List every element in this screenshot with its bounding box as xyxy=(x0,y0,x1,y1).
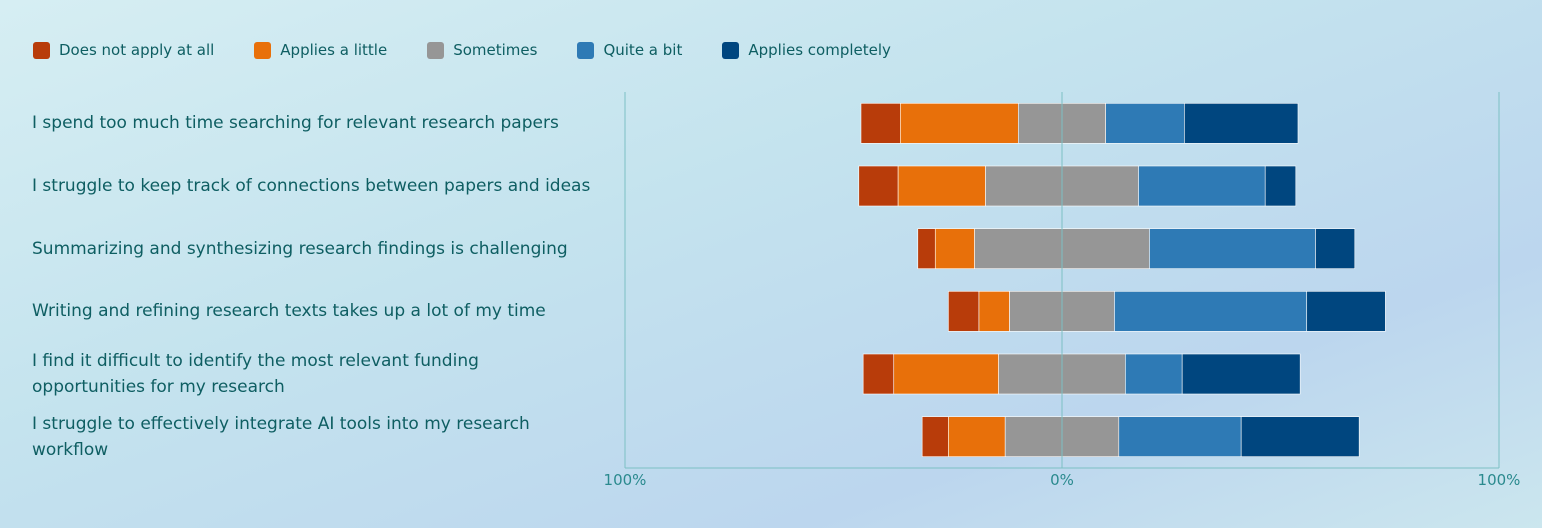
bar-segment xyxy=(1184,103,1299,144)
bar-segment xyxy=(948,291,980,332)
bar-segment xyxy=(1138,165,1266,207)
category-label: Writing and refining research texts take… xyxy=(32,301,546,322)
legend-swatch xyxy=(427,41,445,59)
category-label: I find it difficult to identify the most… xyxy=(32,351,479,397)
x-tick-label: 100% xyxy=(1478,471,1521,489)
bar-segment xyxy=(917,228,936,269)
x-tick-label: 100% xyxy=(604,471,647,489)
legend-label: Quite a bit xyxy=(603,41,683,59)
bar-segment xyxy=(862,353,895,395)
category-label: I struggle to keep track of connections … xyxy=(32,176,591,196)
bar-segment xyxy=(1105,103,1185,144)
legend-item: Applies a little xyxy=(254,41,387,59)
bar-segment xyxy=(1118,416,1242,457)
bar-segment xyxy=(921,416,949,457)
x-tick-label: 0% xyxy=(1050,471,1074,489)
bar-segment xyxy=(1315,228,1356,269)
legend-label: Applies completely xyxy=(748,41,891,59)
bar-segment xyxy=(934,228,975,269)
bar-segment xyxy=(1240,416,1360,457)
legend-item: Applies completely xyxy=(722,41,891,59)
legend-swatch xyxy=(577,41,595,59)
legend-swatch xyxy=(722,41,740,59)
bar-segment xyxy=(1306,291,1386,332)
bar-segment xyxy=(1181,353,1301,395)
legend: Does not apply at all Applies a little Som… xyxy=(33,41,931,59)
bar-segment xyxy=(1125,353,1183,395)
category-label: I spend too much time searching for rele… xyxy=(32,113,559,134)
legend-swatch xyxy=(33,41,50,59)
legend-swatch xyxy=(254,41,272,59)
legend-label: Does not apply at all xyxy=(59,41,215,59)
bar-segment xyxy=(860,103,901,144)
bar-segment xyxy=(978,291,1010,332)
bar-segment xyxy=(1114,291,1308,332)
legend-label: Sometimes xyxy=(453,41,538,59)
category-label: Summarizing and synthesizing research fi… xyxy=(32,238,568,259)
bar-segment xyxy=(948,416,1006,457)
bars xyxy=(858,103,1386,457)
bar-segment xyxy=(1149,228,1316,269)
bar-segment xyxy=(1264,165,1297,207)
legend-item: Does not apply at all xyxy=(33,41,214,59)
bar-segment xyxy=(858,165,899,207)
bar-segment xyxy=(897,165,986,207)
category-label: I struggle to effectively integrate AI t… xyxy=(32,413,530,460)
bar-segment xyxy=(893,353,999,395)
legend-label: Applies a little xyxy=(280,41,388,59)
bar-segment xyxy=(900,103,1019,144)
legend-item: Quite a bit xyxy=(577,41,682,59)
legend-item: Sometimes xyxy=(427,41,537,59)
